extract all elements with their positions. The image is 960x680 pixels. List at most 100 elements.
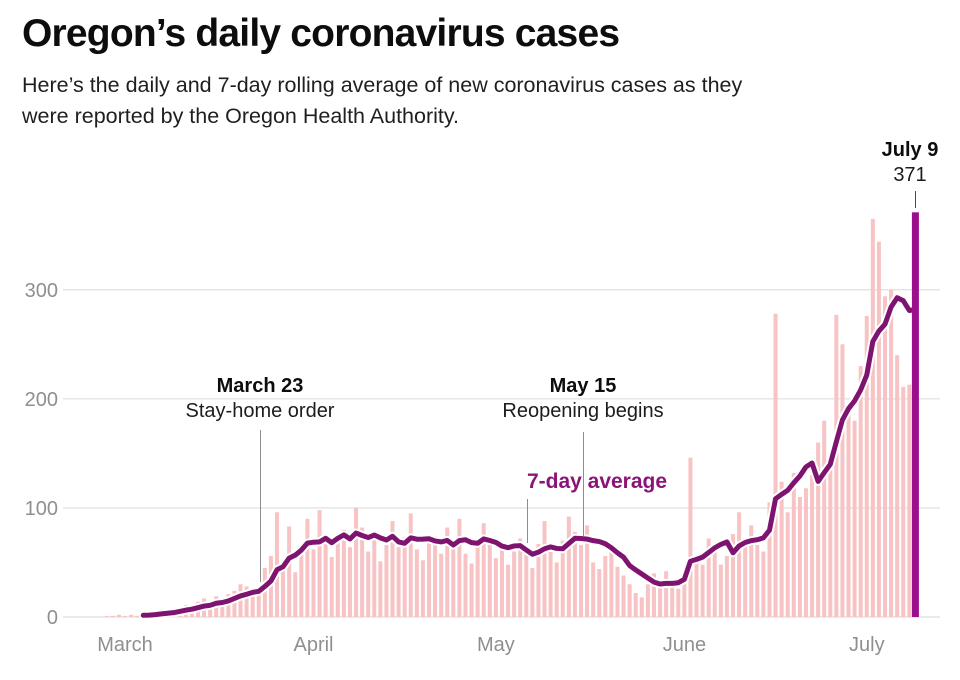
daily-case-bar: [852, 420, 857, 617]
daily-case-bar: [712, 551, 717, 617]
daily-case-bar: [585, 525, 590, 617]
daily-case-bar: [676, 588, 681, 617]
daily-case-bar: [420, 560, 425, 617]
daily-case-bar: [846, 409, 851, 617]
daily-case-bar: [597, 569, 602, 617]
daily-case-bar: [445, 527, 450, 617]
y-tick-label-100: 100: [25, 498, 58, 520]
y-tick-label-200: 200: [25, 389, 58, 411]
daily-case-bar: [603, 555, 608, 617]
daily-case-bar: [329, 557, 334, 617]
daily-case-bar: [378, 561, 383, 617]
annotation-latest-count: 371: [893, 164, 927, 186]
daily-case-bar: [390, 521, 395, 617]
daily-case-bar: [566, 516, 571, 617]
daily-case-bar: [439, 553, 444, 617]
x-tick-label-may: May: [477, 634, 515, 656]
y-tick-label-300: 300: [25, 280, 58, 302]
x-tick-label-april: April: [293, 634, 333, 656]
daily-case-bar: [311, 549, 316, 617]
daily-case-bar: [372, 539, 377, 617]
daily-case-bar: [621, 575, 626, 617]
annotation-stay-home-order: March 23 Stay-home order: [140, 374, 380, 424]
x-tick-label-june: June: [663, 634, 706, 656]
daily-case-bar: [323, 537, 328, 617]
daily-case-bar: [579, 545, 583, 617]
daily-case-bar: [335, 541, 340, 617]
daily-case-bar: [512, 551, 517, 617]
daily-case-bar: [743, 540, 748, 617]
daily-case-bar: [250, 593, 255, 617]
daily-case-bar: [433, 536, 438, 617]
daily-case-bar: [810, 475, 815, 617]
daily-case-bar: [779, 481, 784, 617]
daily-case-bar: [864, 315, 869, 617]
daily-case-bar: [755, 545, 760, 617]
annotation-reopening-date: May 15: [549, 375, 617, 397]
annotation-latest-value: July 9 371: [850, 138, 960, 188]
avg-line-group: [138, 293, 920, 620]
daily-case-bar: [718, 564, 723, 617]
y-tick-label-0: 0: [47, 607, 58, 629]
page-subtitle: Here’s the daily and 7-day rolling avera…: [22, 70, 742, 132]
daily-case-bar: [366, 551, 371, 617]
daily-case-bar: [451, 545, 456, 617]
daily-case-bar: [822, 420, 827, 617]
daily-case-bar: [104, 615, 109, 617]
annotation-reopening: May 15 Reopening begins: [463, 374, 703, 424]
daily-case-bar: [414, 549, 419, 617]
daily-case-bar: [651, 573, 656, 617]
daily-case-bar: [506, 564, 511, 617]
daily-case-bar: [591, 562, 596, 617]
daily-case-bar: [700, 564, 705, 617]
daily-case-bar: [639, 597, 644, 617]
daily-case-bar: [232, 590, 237, 617]
daily-case-bar: [572, 531, 577, 617]
daily-case-bar: [791, 473, 796, 617]
daily-case-bar: [749, 525, 754, 617]
daily-case-bar: [275, 512, 279, 617]
daily-case-bar: [627, 584, 632, 617]
daily-bars: [104, 218, 912, 618]
avg-line-label-connector-line: [527, 499, 529, 543]
daily-case-bar: [773, 313, 778, 617]
annotation-reopening-label: Reopening begins: [502, 400, 664, 422]
daily-case-bar: [518, 538, 523, 617]
daily-case-bar: [761, 551, 766, 617]
y-axis-labels: 0 100 200 300: [25, 280, 58, 629]
daily-case-bar: [487, 538, 492, 617]
daily-case-bar: [706, 538, 711, 617]
annotation-stay-home-date: March 23: [216, 375, 304, 397]
daily-case-bar: [396, 547, 401, 617]
daily-case-bar: [688, 457, 693, 617]
daily-case-bar: [834, 314, 839, 617]
daily-case-bar: [360, 527, 365, 617]
daily-case-bar: [615, 566, 620, 617]
daily-case-bar: [475, 540, 480, 617]
x-tick-label-july: July: [849, 634, 885, 656]
daily-case-bar: [645, 584, 650, 617]
annotation-reopening-connector-line: [583, 432, 585, 536]
daily-case-bar: [858, 366, 863, 617]
daily-case-bar: [803, 488, 808, 617]
daily-case-bar: [499, 545, 504, 617]
daily-case-bar: [542, 521, 547, 617]
daily-case-bar: [281, 562, 286, 617]
daily-case-bar: [384, 545, 389, 617]
subtitle-line-2: were reported by the Oregon Health Autho…: [22, 104, 460, 128]
daily-case-bar: [895, 355, 900, 617]
daily-case-bar: [469, 563, 474, 617]
daily-case-bar: [530, 567, 535, 617]
daily-case-bar: [609, 545, 614, 617]
daily-case-bar: [664, 571, 669, 617]
x-axis-labels: March April May June July: [97, 634, 884, 656]
daily-case-bar: [317, 510, 322, 617]
daily-case-bar: [256, 588, 261, 617]
daily-case-bar: [402, 537, 407, 617]
daily-case-bar: [427, 542, 431, 617]
daily-case-bar: [287, 526, 292, 617]
daily-case-bar: [554, 562, 559, 617]
daily-case-bar: [870, 218, 875, 618]
